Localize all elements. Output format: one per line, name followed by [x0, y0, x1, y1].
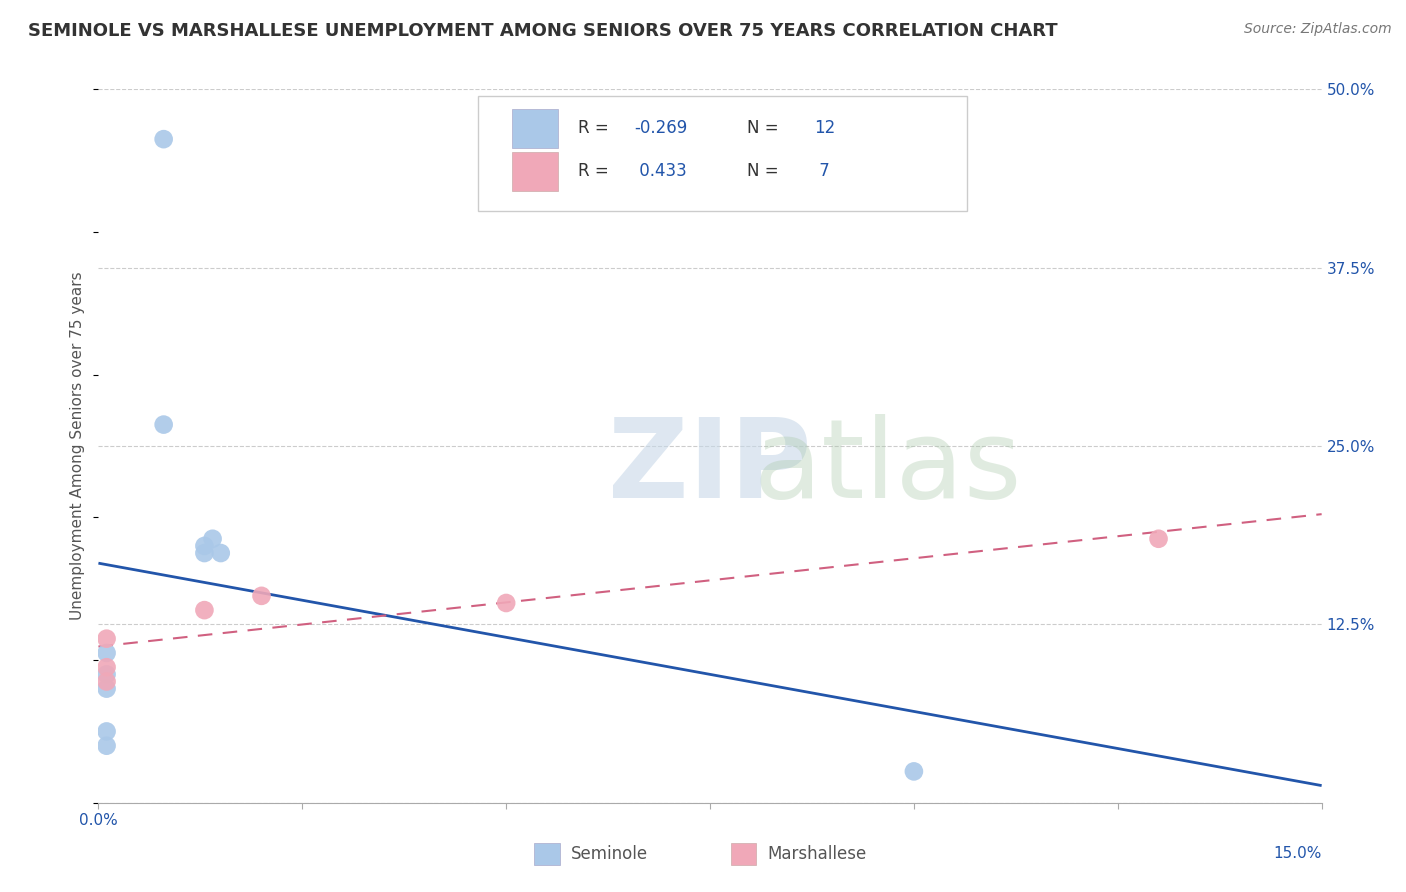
Point [193, 603, 215, 617]
Point [96, 632, 118, 646]
Point [495, 596, 517, 610]
Point [152, 417, 174, 432]
Text: ZIP: ZIP [609, 414, 811, 521]
Point [209, 546, 232, 560]
Point [193, 546, 215, 560]
Text: 7: 7 [814, 162, 830, 180]
Point [201, 532, 224, 546]
Text: Seminole: Seminole [571, 845, 648, 863]
Text: R =: R = [578, 162, 614, 180]
Text: N =: N = [747, 162, 783, 180]
Point [96, 646, 118, 660]
Text: N =: N = [747, 120, 783, 137]
Point [96, 681, 118, 696]
Text: 0.433: 0.433 [634, 162, 688, 180]
Text: SEMINOLE VS MARSHALLESE UNEMPLOYMENT AMONG SENIORS OVER 75 YEARS CORRELATION CHA: SEMINOLE VS MARSHALLESE UNEMPLOYMENT AMO… [28, 22, 1057, 40]
Point [96, 660, 118, 674]
Text: 12: 12 [814, 120, 835, 137]
Point [193, 539, 215, 553]
Text: atlas: atlas [754, 414, 1022, 521]
Text: Marshallese: Marshallese [768, 845, 868, 863]
Bar [512, 152, 558, 191]
FancyBboxPatch shape [478, 96, 967, 211]
Point [96, 667, 118, 681]
Point [96, 674, 118, 689]
Text: R =: R = [578, 120, 614, 137]
Point [1147, 532, 1170, 546]
Text: 15.0%: 15.0% [1274, 846, 1322, 861]
Point [96, 724, 118, 739]
Point [903, 764, 925, 779]
Point [250, 589, 273, 603]
Text: Source: ZipAtlas.com: Source: ZipAtlas.com [1244, 22, 1392, 37]
Y-axis label: Unemployment Among Seniors over 75 years: Unemployment Among Seniors over 75 years [70, 272, 86, 620]
Text: -0.269: -0.269 [634, 120, 688, 137]
Bar [512, 109, 558, 148]
Point [152, 132, 174, 146]
Point [96, 739, 118, 753]
